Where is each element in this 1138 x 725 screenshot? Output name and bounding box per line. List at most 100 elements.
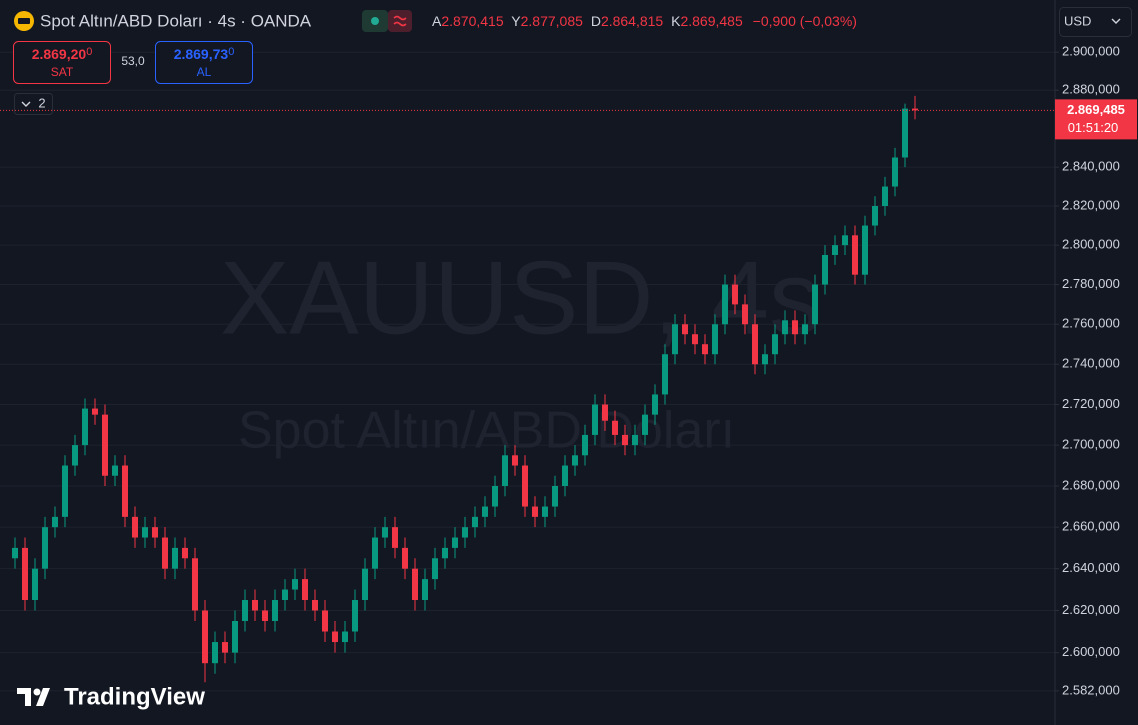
sell-price: 2.869,200 xyxy=(32,46,93,62)
candle-body xyxy=(512,455,518,466)
candle-body xyxy=(412,568,418,601)
y-tick-label: 2.582,000 xyxy=(1062,682,1120,697)
candle-body xyxy=(542,506,548,517)
candle-body xyxy=(62,465,68,517)
candle-body xyxy=(882,186,888,207)
candle-body xyxy=(862,225,868,275)
candle-body xyxy=(762,354,768,365)
buy-price: 2.869,730 xyxy=(174,46,235,62)
last-price-box xyxy=(1055,99,1137,140)
sell-button[interactable] xyxy=(13,41,111,84)
logo-text[interactable]: TradingView xyxy=(64,683,205,710)
grid xyxy=(0,51,1055,692)
candle-body xyxy=(332,631,338,643)
candle-body xyxy=(622,434,628,446)
candle-body xyxy=(802,324,808,335)
y-tick-label: 2.740,000 xyxy=(1062,356,1120,371)
candle-body xyxy=(842,235,848,246)
candle-body xyxy=(42,527,48,569)
candle-body xyxy=(422,579,428,601)
y-tick-label: 2.840,000 xyxy=(1062,159,1120,174)
candle-body xyxy=(742,304,748,325)
candle-body xyxy=(552,485,558,507)
candle-body xyxy=(182,547,188,559)
last-price-label: 2.869,485 xyxy=(1067,102,1125,117)
candle-body xyxy=(22,547,28,601)
candle-body xyxy=(682,324,688,335)
indicators-toggle[interactable] xyxy=(14,93,53,115)
buy-price-main: 2.869,73 xyxy=(174,46,229,62)
y-tick-label: 2.720,000 xyxy=(1062,396,1120,411)
candle-body xyxy=(812,284,818,325)
candle-body xyxy=(112,465,118,476)
candle-body xyxy=(32,568,38,601)
candle-body xyxy=(72,445,78,466)
candle-body xyxy=(312,600,318,611)
indicators-count: 2 xyxy=(38,95,45,110)
y-tick-label: 2.760,000 xyxy=(1062,316,1120,331)
candle-body xyxy=(242,600,248,621)
chevron xyxy=(21,101,31,107)
candle-body xyxy=(652,394,658,415)
candle-body xyxy=(12,547,18,559)
symbol-icon-bars xyxy=(18,18,30,24)
ohlc-value: 2.877,085 xyxy=(521,13,583,29)
ohlc-legend: A2.870,415 Y2.877,085 D2.864,815 K2.869,… xyxy=(432,13,857,29)
candle-body xyxy=(472,516,478,528)
candle-body xyxy=(772,334,778,355)
candle-body xyxy=(602,404,608,421)
y-tick-label: 2.820,000 xyxy=(1062,197,1120,212)
candle-body xyxy=(592,404,598,435)
buy-label: AL xyxy=(197,65,212,79)
currency-button[interactable] xyxy=(1059,7,1132,37)
candle-body xyxy=(562,465,568,486)
buy-button[interactable] xyxy=(155,41,253,84)
currency: USD xyxy=(1064,13,1091,28)
candle-body xyxy=(582,434,588,456)
y-tick-label: 2.600,000 xyxy=(1062,644,1120,659)
candle-body xyxy=(82,408,88,446)
symbol-title[interactable]: Spot Altın/ABD Doları · 4s · OANDA xyxy=(40,11,312,30)
delay-status[interactable] xyxy=(388,10,412,32)
candle-body xyxy=(432,558,438,580)
candle-body xyxy=(102,414,108,476)
candle-body xyxy=(92,408,98,415)
sell-price-main: 2.869,20 xyxy=(32,46,87,62)
candle-body xyxy=(192,558,198,611)
ohlc-key: D xyxy=(591,13,601,29)
ohlc-key: Y xyxy=(511,13,521,29)
candle-body xyxy=(892,157,898,187)
y-tick-label: 2.900,000 xyxy=(1062,44,1120,59)
watermark-name: Spot Altın/ABD Doları xyxy=(238,402,735,460)
candle-body xyxy=(832,245,838,255)
candle-body xyxy=(382,527,388,538)
candle-body xyxy=(132,516,138,538)
candle-body xyxy=(572,455,578,466)
y-tick-label: 2.800,000 xyxy=(1062,237,1120,252)
candle-body xyxy=(342,631,348,643)
buy-price-small: 0 xyxy=(228,46,234,58)
candle-body xyxy=(232,620,238,653)
candles xyxy=(12,95,918,683)
candle-body xyxy=(372,537,378,569)
candle-body xyxy=(302,579,308,601)
candle-body xyxy=(722,284,728,325)
delay-icon xyxy=(393,15,407,27)
y-tick-label: 2.880,000 xyxy=(1062,82,1120,97)
candle-body xyxy=(672,324,678,355)
candle-body xyxy=(642,414,648,435)
candle-body xyxy=(852,235,858,275)
candle-body xyxy=(662,354,668,395)
candle-body xyxy=(122,465,128,517)
candle-body xyxy=(782,320,788,335)
ohlc-key: A xyxy=(432,13,442,29)
candle-body xyxy=(392,527,398,548)
candle-body xyxy=(152,527,158,538)
candle-body xyxy=(692,334,698,345)
candle-body xyxy=(492,485,498,507)
candle-body xyxy=(252,600,258,611)
ohlc-value: 2.870,415 xyxy=(441,13,503,29)
candle-body xyxy=(322,610,328,632)
